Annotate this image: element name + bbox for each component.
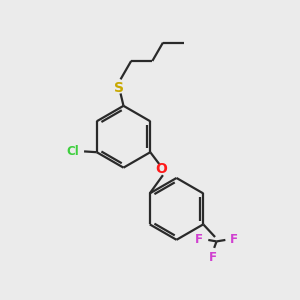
Text: Cl: Cl [66,145,79,158]
Text: F: F [209,251,217,264]
Text: F: F [195,233,203,247]
Text: S: S [114,81,124,94]
Text: O: O [155,162,167,176]
Text: F: F [230,233,238,247]
